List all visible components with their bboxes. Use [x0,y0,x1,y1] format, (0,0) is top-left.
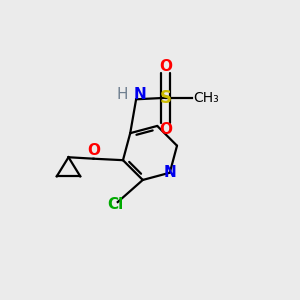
Text: N: N [133,87,146,102]
Text: O: O [159,122,172,137]
Text: H: H [116,87,128,102]
Text: Cl: Cl [107,197,124,212]
Text: O: O [159,59,172,74]
Text: CH₃: CH₃ [194,91,219,105]
Text: S: S [160,89,172,107]
Text: O: O [87,143,100,158]
Text: N: N [164,165,176,180]
